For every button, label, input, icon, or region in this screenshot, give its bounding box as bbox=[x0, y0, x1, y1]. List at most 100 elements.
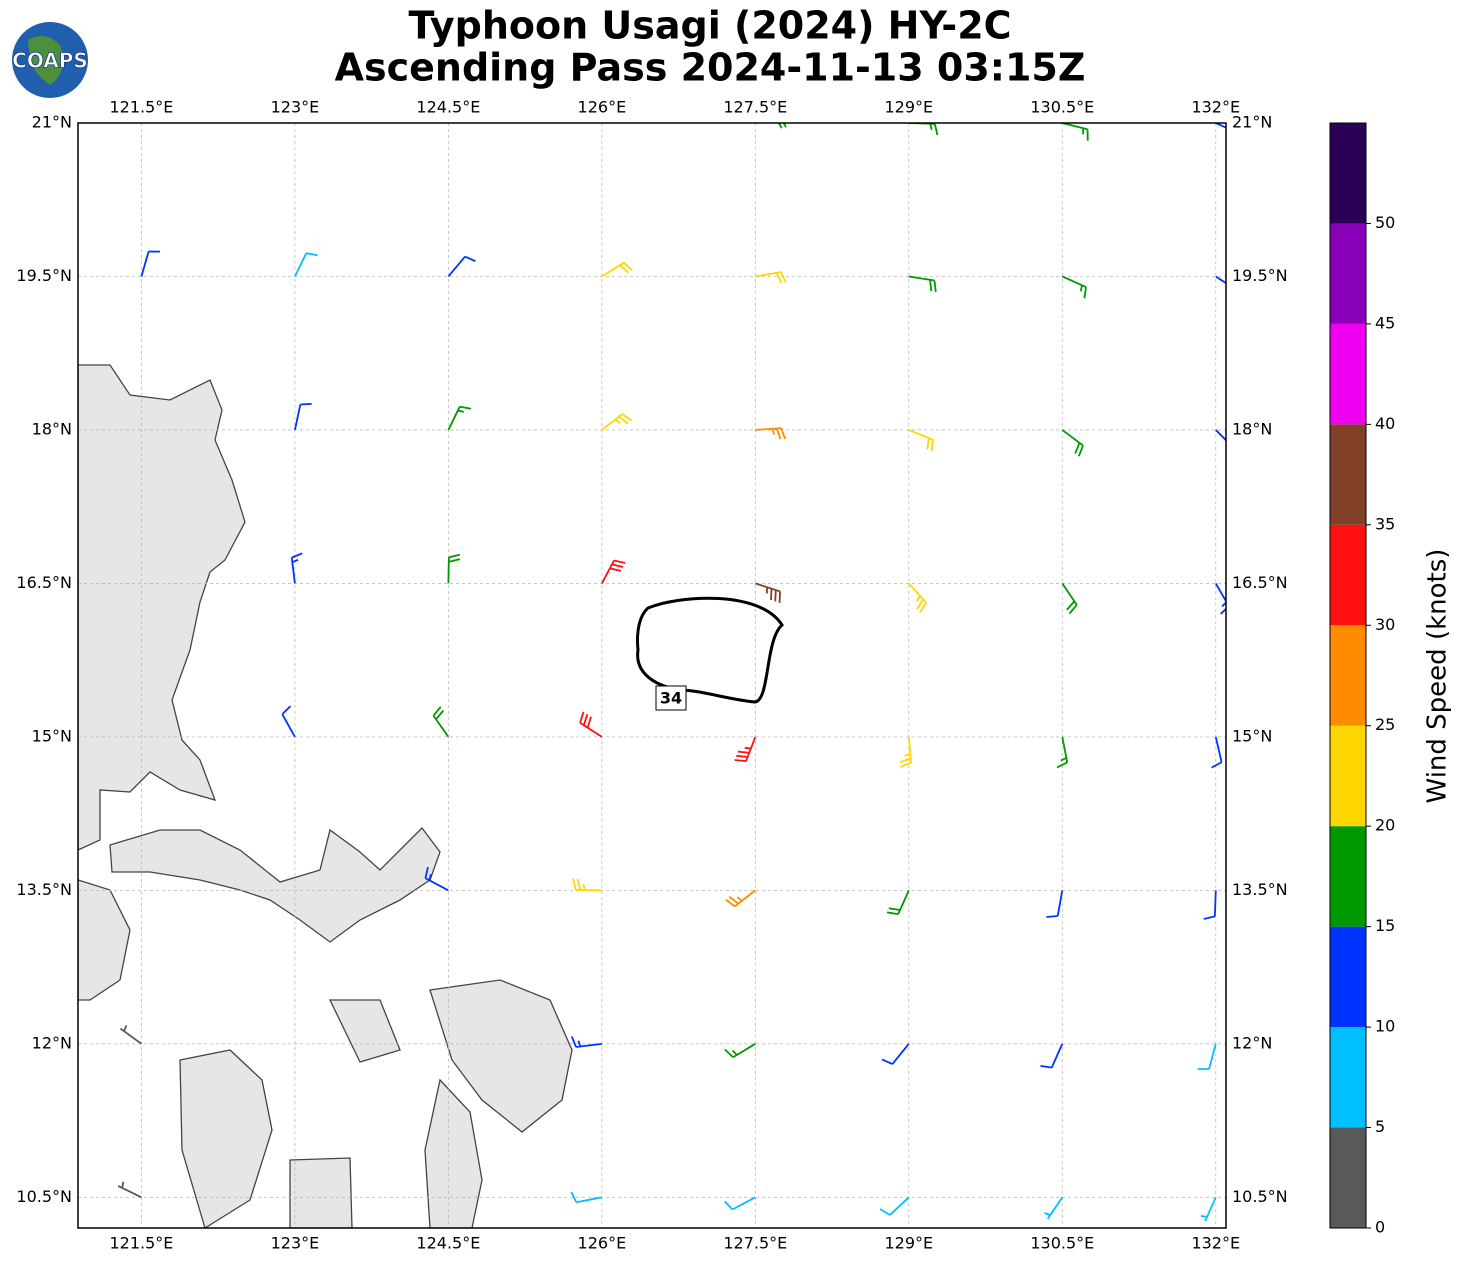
colorbar-swatch bbox=[1330, 1027, 1366, 1128]
wind-barb bbox=[290, 552, 303, 584]
x-tick-label: 123°E bbox=[271, 1234, 320, 1253]
colorbar-swatch bbox=[1330, 123, 1366, 224]
wind-barb bbox=[1211, 736, 1223, 769]
wind-barb bbox=[570, 1191, 603, 1204]
colorbar-label: Wind Speed (knots) bbox=[1423, 549, 1453, 804]
y-tick-label: 18°N bbox=[1232, 419, 1272, 438]
y-tick-label: 15°N bbox=[32, 726, 72, 745]
wind-barb bbox=[117, 1181, 142, 1199]
colorbar-swatch bbox=[1330, 323, 1366, 425]
title: Typhoon Usagi (2024) HY-2C bbox=[408, 4, 1011, 48]
wind-barb bbox=[570, 1036, 602, 1048]
y-tick-label: 18°N bbox=[32, 419, 72, 438]
y-tick-label: 16.5°N bbox=[1232, 573, 1288, 592]
wind-barb bbox=[1215, 123, 1226, 129]
wind-barb bbox=[1062, 123, 1089, 141]
wind-barb bbox=[724, 1043, 756, 1058]
wind-barb bbox=[140, 250, 161, 277]
wind-barb bbox=[886, 889, 910, 916]
y-tick-label: 19.5°N bbox=[16, 266, 72, 285]
y-tick-label: 12°N bbox=[1232, 1033, 1272, 1052]
x-tick-label: 132°E bbox=[1191, 1234, 1240, 1253]
wind-barb bbox=[1203, 890, 1217, 920]
x-tick-label: 127.5°E bbox=[723, 1234, 787, 1253]
map-frame bbox=[77, 122, 1227, 1229]
wind-barb bbox=[1046, 890, 1064, 918]
wind-barb bbox=[1056, 736, 1069, 769]
colorbar-tick-label: 45 bbox=[1375, 313, 1395, 332]
colorbar-tick-label: 0 bbox=[1375, 1218, 1385, 1237]
wind-barb bbox=[725, 889, 756, 908]
wind-barb bbox=[447, 553, 461, 584]
land bbox=[78, 879, 131, 1001]
y-tick-label: 15°N bbox=[1232, 726, 1272, 745]
colorbar-tick-label: 35 bbox=[1375, 514, 1395, 533]
y-tick-label: 13.5°N bbox=[1232, 880, 1288, 899]
colorbar-tick-label: 10 bbox=[1375, 1017, 1395, 1036]
y-tick-label: 21°N bbox=[1232, 113, 1272, 132]
wind-barb bbox=[899, 736, 912, 768]
logo-land bbox=[28, 36, 64, 85]
x-tick-label: 126°E bbox=[578, 1234, 627, 1253]
wind-barb bbox=[1044, 1196, 1064, 1220]
wind-barb bbox=[432, 706, 450, 738]
wind-barb bbox=[281, 705, 296, 738]
x-tick-label: 127.5°E bbox=[723, 98, 787, 117]
colorbar-tick-label: 40 bbox=[1375, 414, 1395, 433]
wind-barb bbox=[755, 582, 781, 603]
barb-layer bbox=[117, 123, 1226, 1222]
colorbar-tick-label: 30 bbox=[1375, 615, 1395, 634]
colorbar-swatch bbox=[1330, 1127, 1366, 1228]
colorbar-tick-label: 25 bbox=[1375, 715, 1395, 734]
colorbar-tick-label: 20 bbox=[1375, 816, 1395, 835]
y-tick-label: 21°N bbox=[32, 113, 72, 132]
x-tick-label: 126°E bbox=[578, 98, 627, 117]
x-tick-label: 123°E bbox=[271, 98, 320, 117]
colorbar-tick-label: 50 bbox=[1375, 213, 1395, 232]
subtitle: Ascending Pass 2024-11-13 03:15Z bbox=[335, 46, 1086, 90]
wind-barb bbox=[908, 429, 934, 452]
x-tick-label: 121.5°E bbox=[109, 1234, 173, 1253]
wind-barb bbox=[601, 413, 633, 431]
wind-barb bbox=[601, 261, 633, 278]
land bbox=[424, 1078, 483, 1228]
wind-barb bbox=[755, 427, 786, 440]
wind-barb bbox=[881, 1043, 910, 1065]
colorbar-swatch bbox=[1330, 826, 1366, 927]
wind-barb bbox=[572, 878, 602, 892]
wind-barb bbox=[447, 255, 476, 278]
wind-barb bbox=[908, 582, 927, 613]
wind-barb bbox=[119, 1025, 142, 1045]
colorbar-tick-label: 15 bbox=[1375, 916, 1395, 935]
land bbox=[78, 364, 246, 851]
colorbar-swatch bbox=[1330, 424, 1366, 525]
wind-barb bbox=[879, 1196, 910, 1216]
wind-barb bbox=[294, 402, 312, 431]
x-tick-label: 121.5°E bbox=[109, 98, 173, 117]
wind-barb bbox=[755, 271, 787, 284]
contour-label-box bbox=[655, 685, 687, 711]
y-tick-label: 16.5°N bbox=[16, 573, 72, 592]
x-tick-label: 124.5°E bbox=[416, 98, 480, 117]
land bbox=[429, 979, 573, 1133]
wind-barb bbox=[601, 559, 626, 584]
wind-barb bbox=[424, 866, 449, 892]
wind-barb bbox=[734, 736, 757, 763]
wind-barb bbox=[908, 275, 937, 292]
x-tick-label: 129°E bbox=[884, 98, 933, 117]
colorbar-tick-label: 5 bbox=[1375, 1117, 1385, 1136]
wind-barb bbox=[1061, 582, 1078, 615]
y-tick-label: 13.5°N bbox=[16, 880, 72, 899]
colorbar-swatch bbox=[1330, 926, 1366, 1028]
wind-barb bbox=[1215, 429, 1226, 442]
contour-34 bbox=[636, 596, 784, 704]
wind-barb bbox=[908, 123, 939, 136]
wind-barb bbox=[294, 252, 318, 277]
colorbar-swatch bbox=[1330, 725, 1366, 827]
logo-text: COAPS bbox=[12, 49, 88, 73]
colorbar-swatch bbox=[1330, 625, 1366, 726]
x-tick-label: 130.5°E bbox=[1030, 98, 1094, 117]
land bbox=[179, 1049, 273, 1228]
wind-barb bbox=[1061, 429, 1084, 457]
